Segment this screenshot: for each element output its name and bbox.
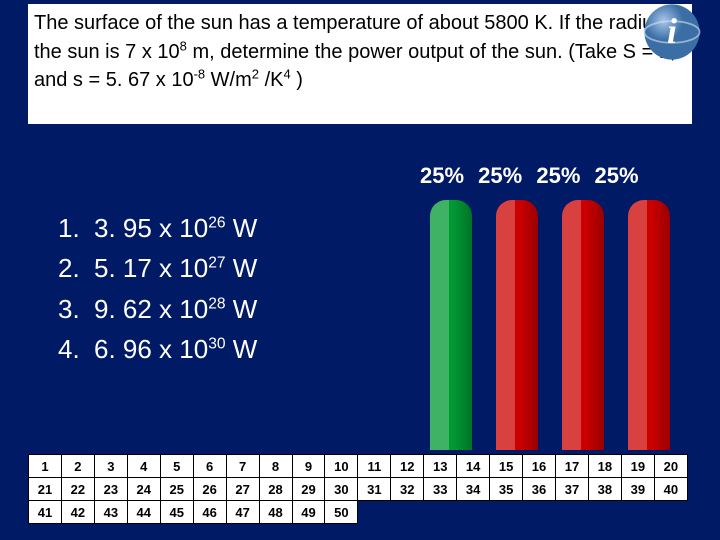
svg-text:i: i [667,11,677,51]
answer-option: 1.3. 95 x 1026 W [58,208,257,248]
chart-bar: 3 [562,200,604,450]
grid-cell-empty [490,501,523,524]
grid-cell-empty [588,501,621,524]
answer-text: 5. 17 x 1027 W [94,253,257,283]
grid-cell: 11 [358,455,391,478]
grid-cell: 33 [424,478,457,501]
grid-cell: 34 [457,478,490,501]
grid-cell: 23 [94,478,127,501]
grid-cell-empty [654,501,687,524]
grid-cell-empty [358,501,391,524]
grid-cell: 42 [61,501,94,524]
grid-cell: 20 [654,455,687,478]
grid-cell: 29 [292,478,325,501]
answer-text: 9. 62 x 1028 W [94,294,257,324]
grid-cell: 38 [588,478,621,501]
grid-cell: 28 [259,478,292,501]
grid-cell: 21 [29,478,62,501]
grid-cell-empty [391,501,424,524]
grid-cell-empty [424,501,457,524]
grid-cell: 19 [621,455,654,478]
chart-bar: 1 [430,200,472,450]
answer-option: 4.6. 96 x 1030 W [58,329,257,369]
question-box: The surface of the sun has a temperature… [28,4,692,124]
grid-cell: 22 [61,478,94,501]
grid-cell-empty [556,501,589,524]
grid-cell: 18 [588,455,621,478]
grid-cell: 48 [259,501,292,524]
grid-cell: 31 [358,478,391,501]
grid-cell: 47 [226,501,259,524]
grid-cell: 37 [556,478,589,501]
grid-cell: 12 [391,455,424,478]
chart-bar: 2 [496,200,538,450]
pct-1: 25% [420,163,464,188]
grid-cell-empty [523,501,556,524]
info-icon: i [642,2,702,62]
grid-cell: 30 [325,478,358,501]
grid-cell: 43 [94,501,127,524]
question-text: The surface of the sun has a temperature… [34,12,686,91]
grid-cell: 46 [193,501,226,524]
grid-cell: 13 [424,455,457,478]
grid-cell: 27 [226,478,259,501]
grid-cell: 3 [94,455,127,478]
grid-cell-empty [621,501,654,524]
pct-2: 25% [478,163,522,188]
answer-number: 3. [58,289,94,329]
percentage-row: 25% 25% 25% 25% [420,163,647,189]
answer-number: 4. [58,329,94,369]
grid-cell: 36 [523,478,556,501]
grid-cell: 25 [160,478,193,501]
grid-cell: 2 [61,455,94,478]
response-bar-chart: 1234 [418,190,698,450]
answer-number: 1. [58,208,94,248]
grid-cell: 15 [490,455,523,478]
grid-cell: 1 [29,455,62,478]
grid-cell-empty [457,501,490,524]
answer-text: 3. 95 x 1026 W [94,213,257,243]
grid-cell: 24 [127,478,160,501]
grid-cell: 35 [490,478,523,501]
grid-cell: 45 [160,501,193,524]
answer-text: 6. 96 x 1030 W [94,334,257,364]
answer-option: 2.5. 17 x 1027 W [58,248,257,288]
grid-cell: 8 [259,455,292,478]
chart-bar: 4 [628,200,670,450]
answer-number: 2. [58,248,94,288]
grid-cell: 9 [292,455,325,478]
grid-cell: 10 [325,455,358,478]
grid-cell: 32 [391,478,424,501]
grid-cell: 50 [325,501,358,524]
grid-cell: 26 [193,478,226,501]
grid-cell: 16 [523,455,556,478]
responder-grid: 1234567891011121314151617181920212223242… [28,454,688,524]
grid-cell: 44 [127,501,160,524]
grid-cell: 5 [160,455,193,478]
grid-cell: 41 [29,501,62,524]
grid-cell: 6 [193,455,226,478]
grid-cell: 40 [654,478,687,501]
pct-4: 25% [595,163,639,188]
grid-cell: 14 [457,455,490,478]
grid-cell: 7 [226,455,259,478]
pct-3: 25% [536,163,580,188]
answer-list: 1.3. 95 x 1026 W2.5. 17 x 1027 W3.9. 62 … [58,208,257,369]
grid-cell: 17 [556,455,589,478]
answer-option: 3.9. 62 x 1028 W [58,289,257,329]
grid-cell: 39 [621,478,654,501]
grid-cell: 49 [292,501,325,524]
grid-cell: 4 [127,455,160,478]
